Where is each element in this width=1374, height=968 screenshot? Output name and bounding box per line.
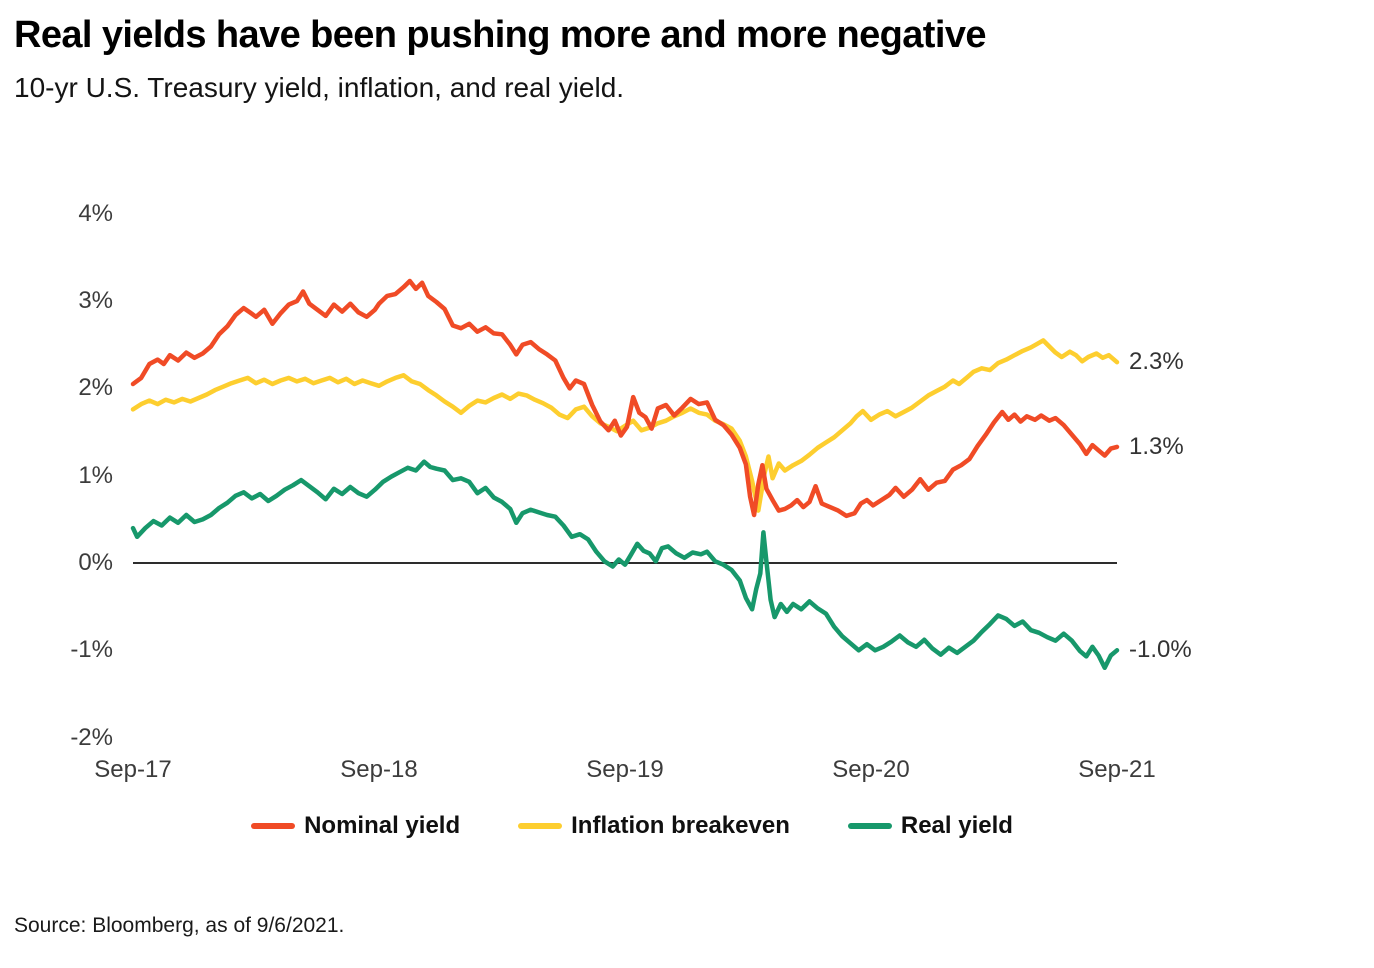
legend-label-inflation-breakeven: Inflation breakeven [571, 812, 790, 839]
real-yield-line-swatch-icon [847, 823, 892, 829]
end-label-inflation-breakeven: 2.3% [1129, 348, 1184, 376]
chart-title: Real yields have been pushing more and m… [14, 14, 986, 56]
chart-subtitle: 10-yr U.S. Treasury yield, inflation, an… [14, 72, 625, 103]
end-label-real-yield: -1.0% [1129, 636, 1192, 664]
y-tick-label: 0% [78, 549, 113, 576]
line-real-yield [130, 459, 1120, 671]
legend-label-nominal-yield: Nominal yield [304, 812, 461, 839]
y-tick-label: 3% [78, 287, 113, 315]
x-tick-label: Sep-21 [1078, 756, 1156, 783]
legend-item-real-yield: Real yield [847, 812, 1013, 840]
x-tick-label: Sep-20 [832, 756, 910, 783]
y-tick-label: 2% [78, 374, 113, 402]
y-tick-label: -2% [70, 723, 113, 751]
series-lines [130, 278, 1120, 671]
line-nominal-yield [130, 278, 1120, 519]
y-tick-label: 4% [78, 199, 113, 227]
legend: Nominal yield Inflation breakeven Real y… [0, 812, 1264, 840]
x-tick-label: Sep-17 [94, 756, 172, 783]
y-tick-label: 1% [78, 461, 113, 489]
nominal-yield-line-swatch-icon [251, 823, 296, 829]
y-tick-label: -1% [70, 636, 113, 664]
inflation-breakeven-line-swatch-icon [518, 823, 563, 829]
legend-item-nominal-yield: Nominal yield [251, 812, 460, 840]
source-note: Source: Bloomberg, as of 9/6/2021. [14, 914, 345, 937]
end-label-nominal-yield: 1.3% [1129, 432, 1184, 460]
x-tick-label: Sep-19 [586, 756, 664, 783]
legend-item-inflation-breakeven: Inflation breakeven [518, 812, 790, 840]
x-tick-label: Sep-18 [340, 756, 418, 783]
legend-label-real-yield: Real yield [900, 812, 1013, 839]
